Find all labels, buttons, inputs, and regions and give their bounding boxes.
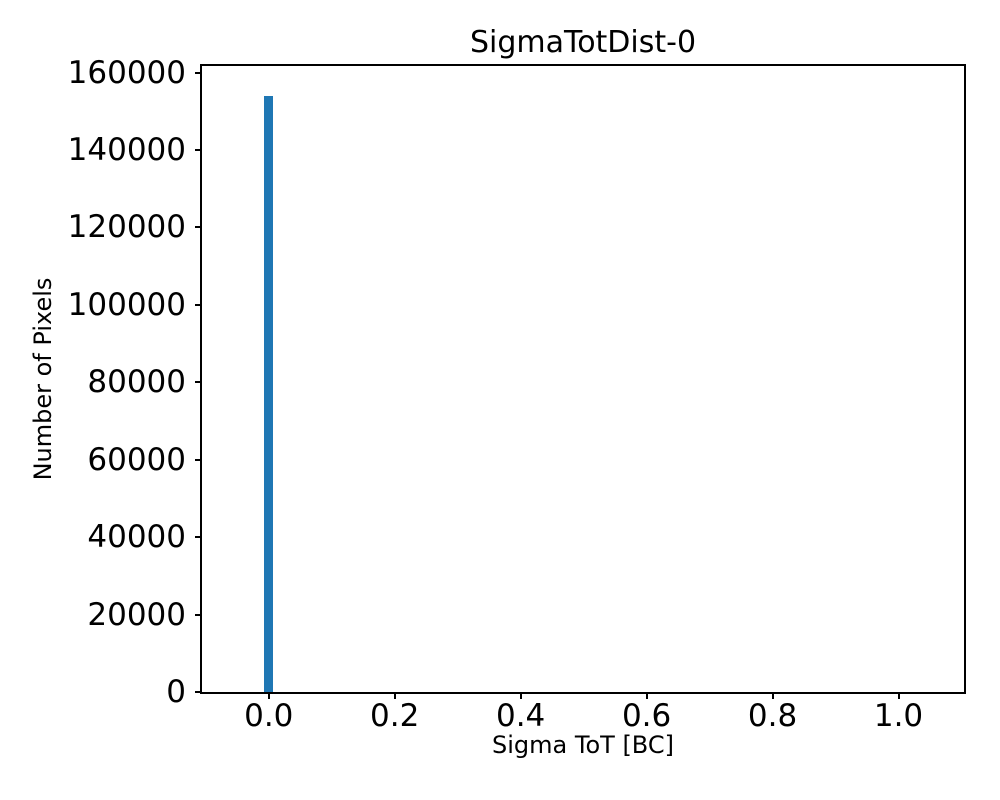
x-tick-mark — [771, 694, 774, 699]
x-tick-mark — [267, 694, 270, 699]
y-tick-label: 60000 — [87, 441, 186, 478]
y-tick-mark — [195, 613, 200, 616]
y-tick-label: 80000 — [87, 364, 186, 401]
x-axis-label: Sigma ToT [BC] — [492, 731, 674, 759]
y-tick-label: 40000 — [87, 519, 186, 556]
x-tick-label: 0.0 — [244, 698, 294, 734]
y-tick-label: 0 — [166, 673, 186, 710]
x-tick-mark — [645, 694, 648, 699]
x-tick-mark — [897, 694, 900, 699]
x-tick-label: 0.6 — [621, 698, 672, 734]
y-tick-mark — [195, 536, 200, 539]
y-tick-mark — [195, 303, 200, 306]
y-tick-mark — [195, 149, 200, 151]
x-tick-label: 0.4 — [495, 698, 546, 734]
y-axis-label: Number of Pixels — [29, 277, 58, 481]
y-tick-mark — [195, 71, 200, 74]
y-tick-label: 20000 — [87, 596, 186, 633]
y-tick-mark — [195, 226, 200, 229]
y-tick-label: 160000 — [67, 54, 186, 91]
y-tick-label: 100000 — [67, 286, 186, 323]
axes: 0.0 0.2 0.4 0.6 0.8 1.0 0 20000 40000 60000 80000… — [68, 55, 966, 733]
x-tick-mark — [519, 694, 522, 699]
y-tick-mark — [195, 691, 200, 693]
chart-title: SigmaTotDist-0 — [469, 25, 697, 60]
y-tick-label: 120000 — [67, 209, 186, 246]
y-tick-mark — [195, 458, 200, 461]
histogram-bar — [264, 96, 274, 692]
x-tick-label: 1.0 — [873, 698, 924, 734]
x-tick-label: 0.8 — [747, 698, 798, 734]
y-tick-label: 140000 — [67, 131, 186, 168]
y-tick-mark — [195, 381, 200, 384]
x-tick-mark — [393, 694, 396, 699]
x-tick-label: 0.2 — [370, 698, 420, 734]
